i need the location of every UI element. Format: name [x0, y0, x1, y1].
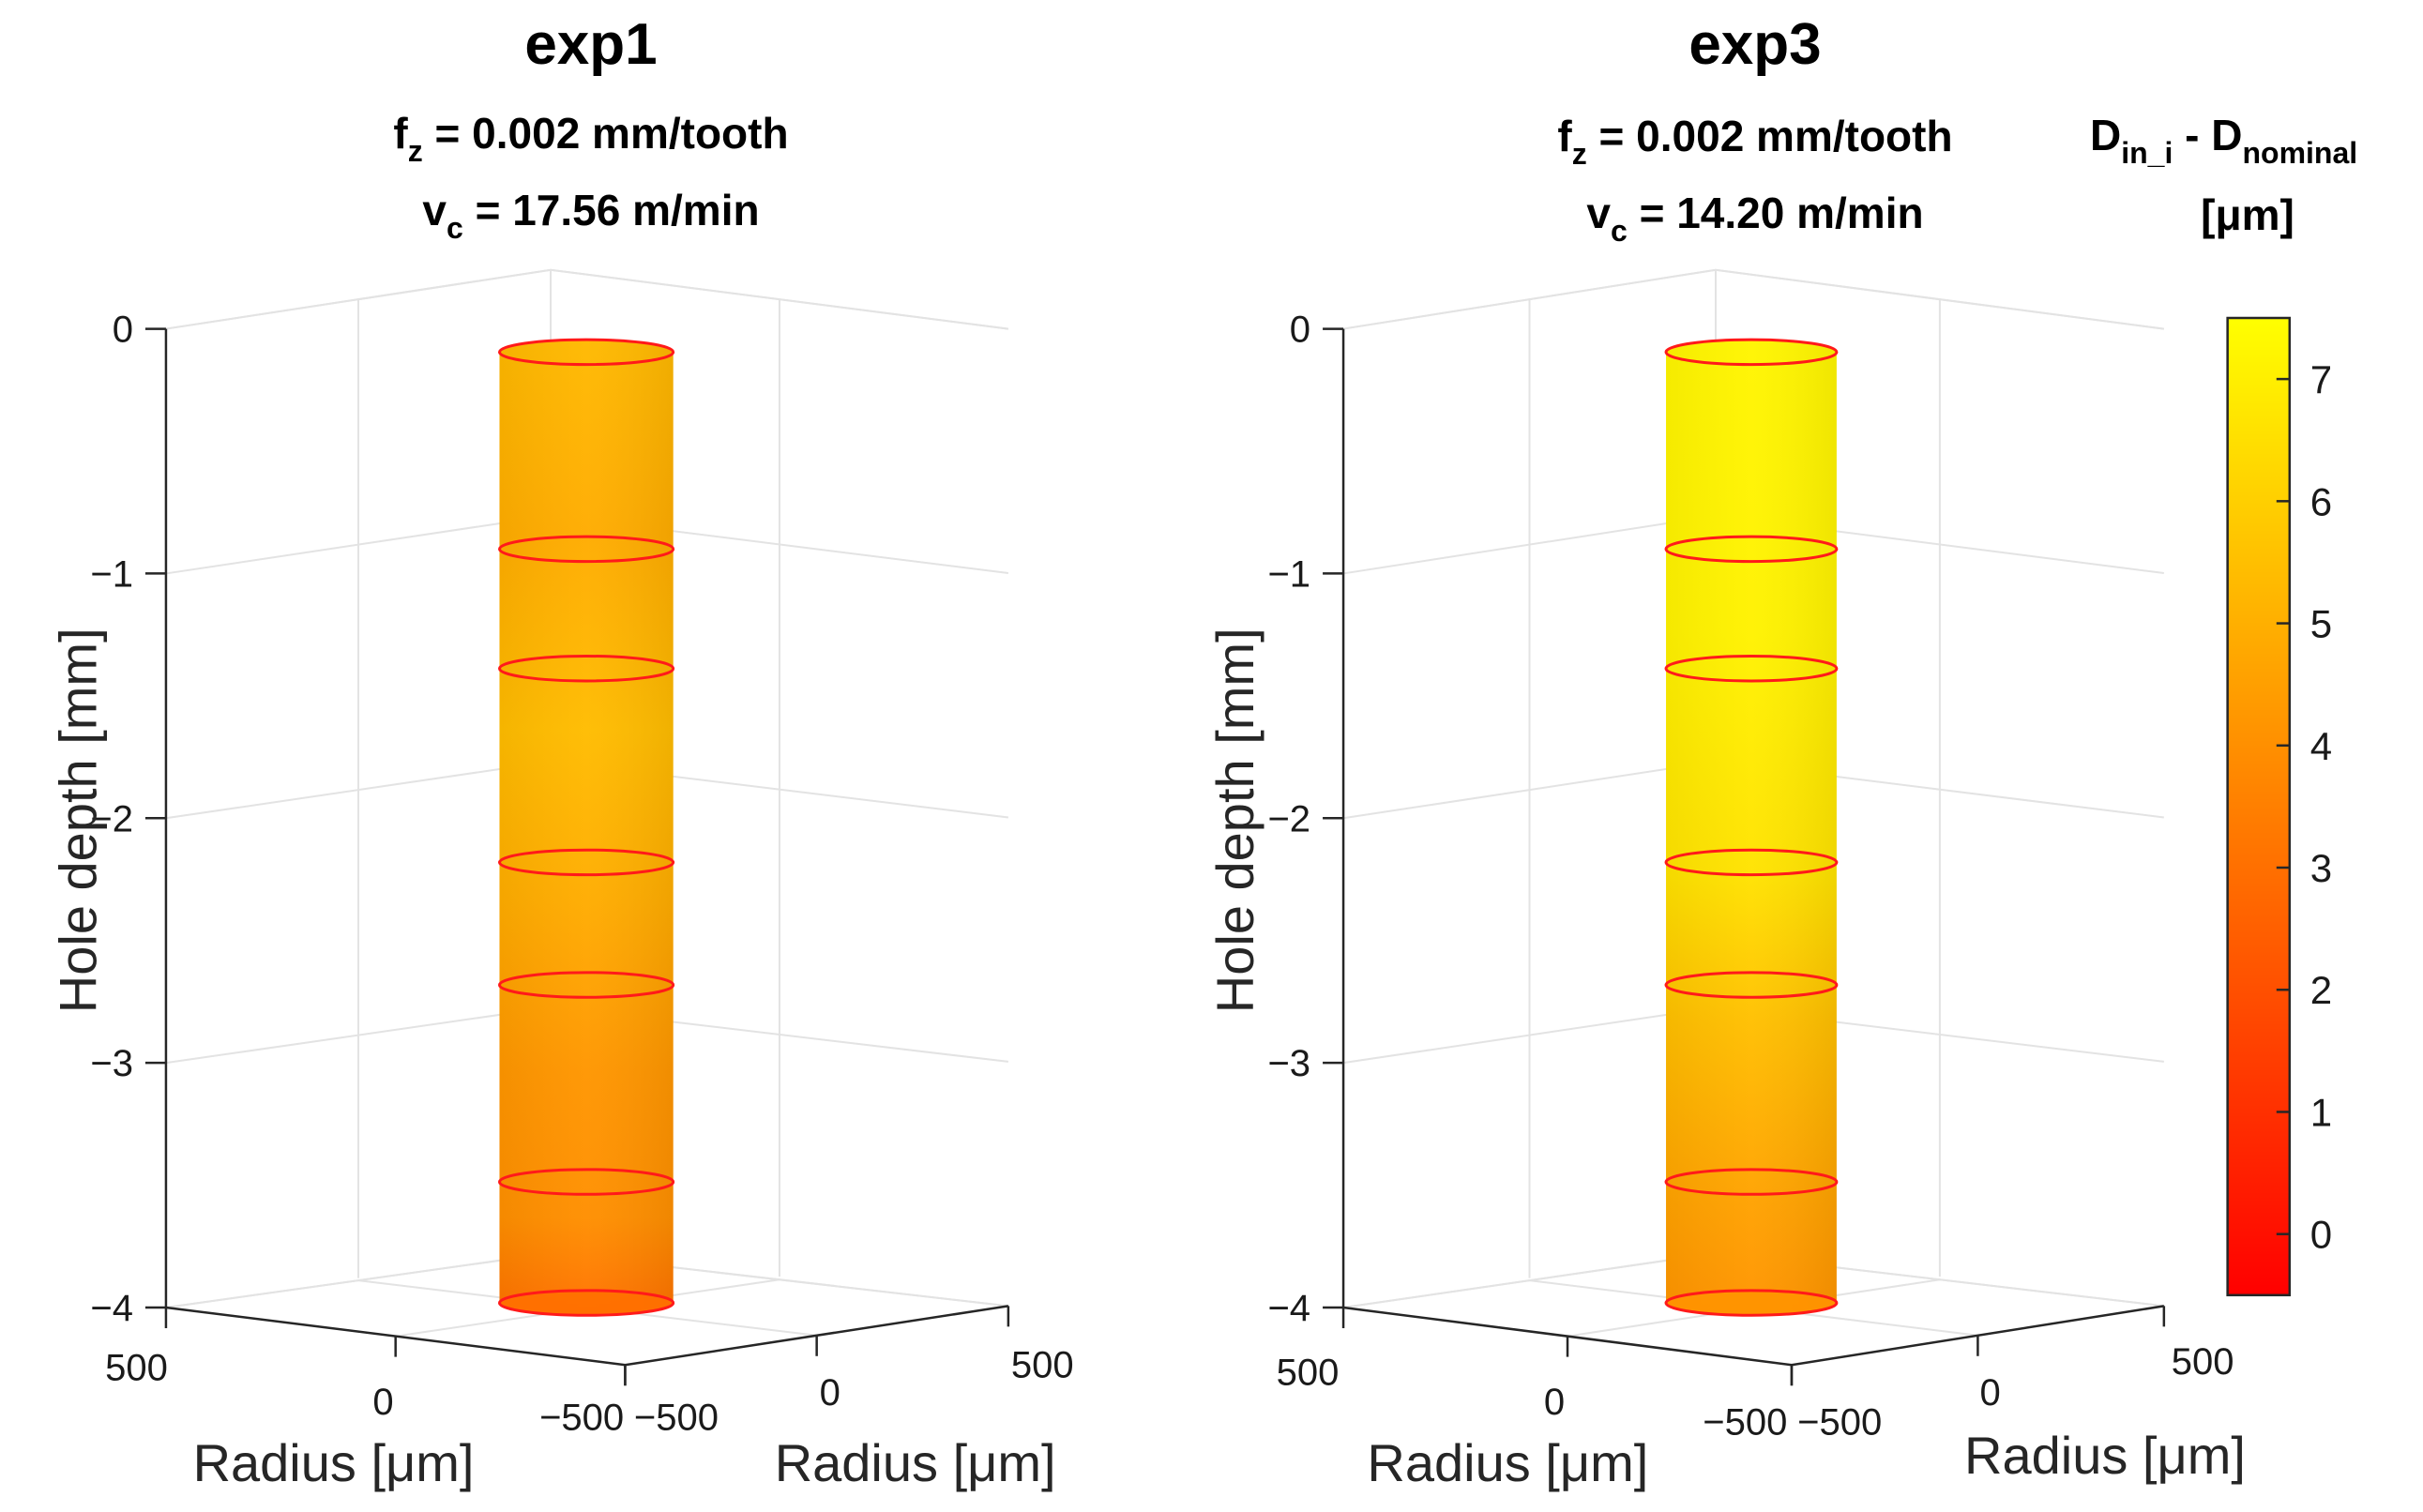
measurement-ring [497, 338, 675, 367]
colorbar-tick-label: 3 [2310, 846, 2332, 890]
colorbar-tick-label: 5 [2310, 602, 2332, 646]
measurement-ring [497, 1168, 675, 1196]
y-tick-label: −500 [1797, 1402, 1882, 1444]
z-tick-label: 0 [113, 310, 133, 351]
y-tick-label: 0 [820, 1372, 840, 1414]
z-axis-label: Hole depth [mm] [49, 627, 108, 1013]
z-tick-label: −3 [1267, 1043, 1310, 1084]
panel-title: exp3 [1689, 12, 1821, 77]
subtitle-feed: fz = 0.002 mm/tooth [1557, 112, 1952, 171]
colorbar-unit: [μm] [2201, 190, 2294, 239]
z-tick-label: −4 [1267, 1288, 1310, 1329]
y-tick-label: 0 [1980, 1372, 2001, 1414]
measurement-ring [497, 971, 675, 999]
y-tick-label: 500 [1011, 1344, 1074, 1385]
z-tick-label: −3 [90, 1043, 133, 1084]
measurement-ring [1664, 1168, 1839, 1196]
y-axis-label: Radius [μm] [775, 1433, 1056, 1492]
x-tick-label: 500 [1277, 1353, 1340, 1394]
ring-bottom [1664, 1289, 1839, 1317]
x-tick-label: 0 [372, 1382, 393, 1423]
z-gridline [165, 268, 1008, 330]
colorbar-label: Din_i - Dnominal [2090, 111, 2357, 170]
z-axis-label: Hole depth [mm] [1205, 627, 1265, 1013]
z-tick-label: −2 [1267, 798, 1310, 839]
y-axis-label: Radius [μm] [1964, 1426, 2246, 1485]
measurement-ring [1664, 654, 1839, 683]
colorbar-tick-label: 4 [2310, 724, 2332, 768]
measurement-ring [1664, 848, 1839, 877]
colorbar-strip [2226, 316, 2292, 1297]
measurement-ring [497, 535, 675, 564]
back-wall-top [165, 268, 1008, 330]
x-axis-label: Radius [μm] [193, 1433, 475, 1492]
x-axis-label: Radius [μm] [1367, 1433, 1648, 1492]
subtitle-speed: vc = 17.56 m/min [422, 186, 759, 245]
ring-bottom [497, 1289, 675, 1317]
z-tick-label: −2 [90, 798, 133, 839]
z-tick-label: −1 [1267, 553, 1310, 595]
x-tick-label: −500 [1703, 1402, 1787, 1444]
panel-exp3: exp3 fz = 0.002 mm/tooth vc = 14.20 m/mi… [1205, 12, 2246, 1492]
panel-title: exp1 [524, 12, 657, 77]
measurement-ring [1664, 535, 1839, 564]
colorbar-tick-label: 0 [2310, 1213, 2332, 1257]
z-tick-label: −1 [90, 553, 133, 595]
x-tick-label: 500 [105, 1348, 168, 1389]
back-wall-top [1342, 268, 2164, 330]
hole-shading [1666, 340, 1837, 1316]
colorbar-tick-label: 7 [2310, 357, 2332, 401]
measurement-ring [1664, 338, 1839, 367]
subtitle-feed: fz = 0.002 mm/tooth [393, 109, 788, 168]
x-tick-label: −500 [539, 1398, 624, 1439]
colorbar-tick-label: 6 [2310, 479, 2332, 523]
hole-shading [499, 340, 674, 1316]
colorbar-tick-label: 1 [2310, 1090, 2332, 1134]
measurement-ring [497, 848, 675, 877]
colorbar-tick-label: 2 [2310, 968, 2332, 1012]
colorbar: Din_i - Dnominal [μm] 0 1 2 3 4 5 6 7 [2090, 111, 2357, 1297]
measurement-ring [497, 654, 675, 683]
x-tick-label: 0 [1544, 1382, 1565, 1423]
z-gridline [1342, 268, 2164, 330]
subtitle-speed: vc = 14.20 m/min [1586, 189, 1923, 248]
panel-exp1: exp1 fz = 0.002 mm/tooth vc = 17.56 m/mi… [49, 12, 1074, 1492]
y-tick-label: −500 [634, 1398, 719, 1439]
y-tick-label: 500 [2172, 1341, 2234, 1383]
measurement-ring [1664, 971, 1839, 999]
z-tick-label: −4 [90, 1288, 133, 1329]
z-tick-label: 0 [1290, 310, 1310, 351]
